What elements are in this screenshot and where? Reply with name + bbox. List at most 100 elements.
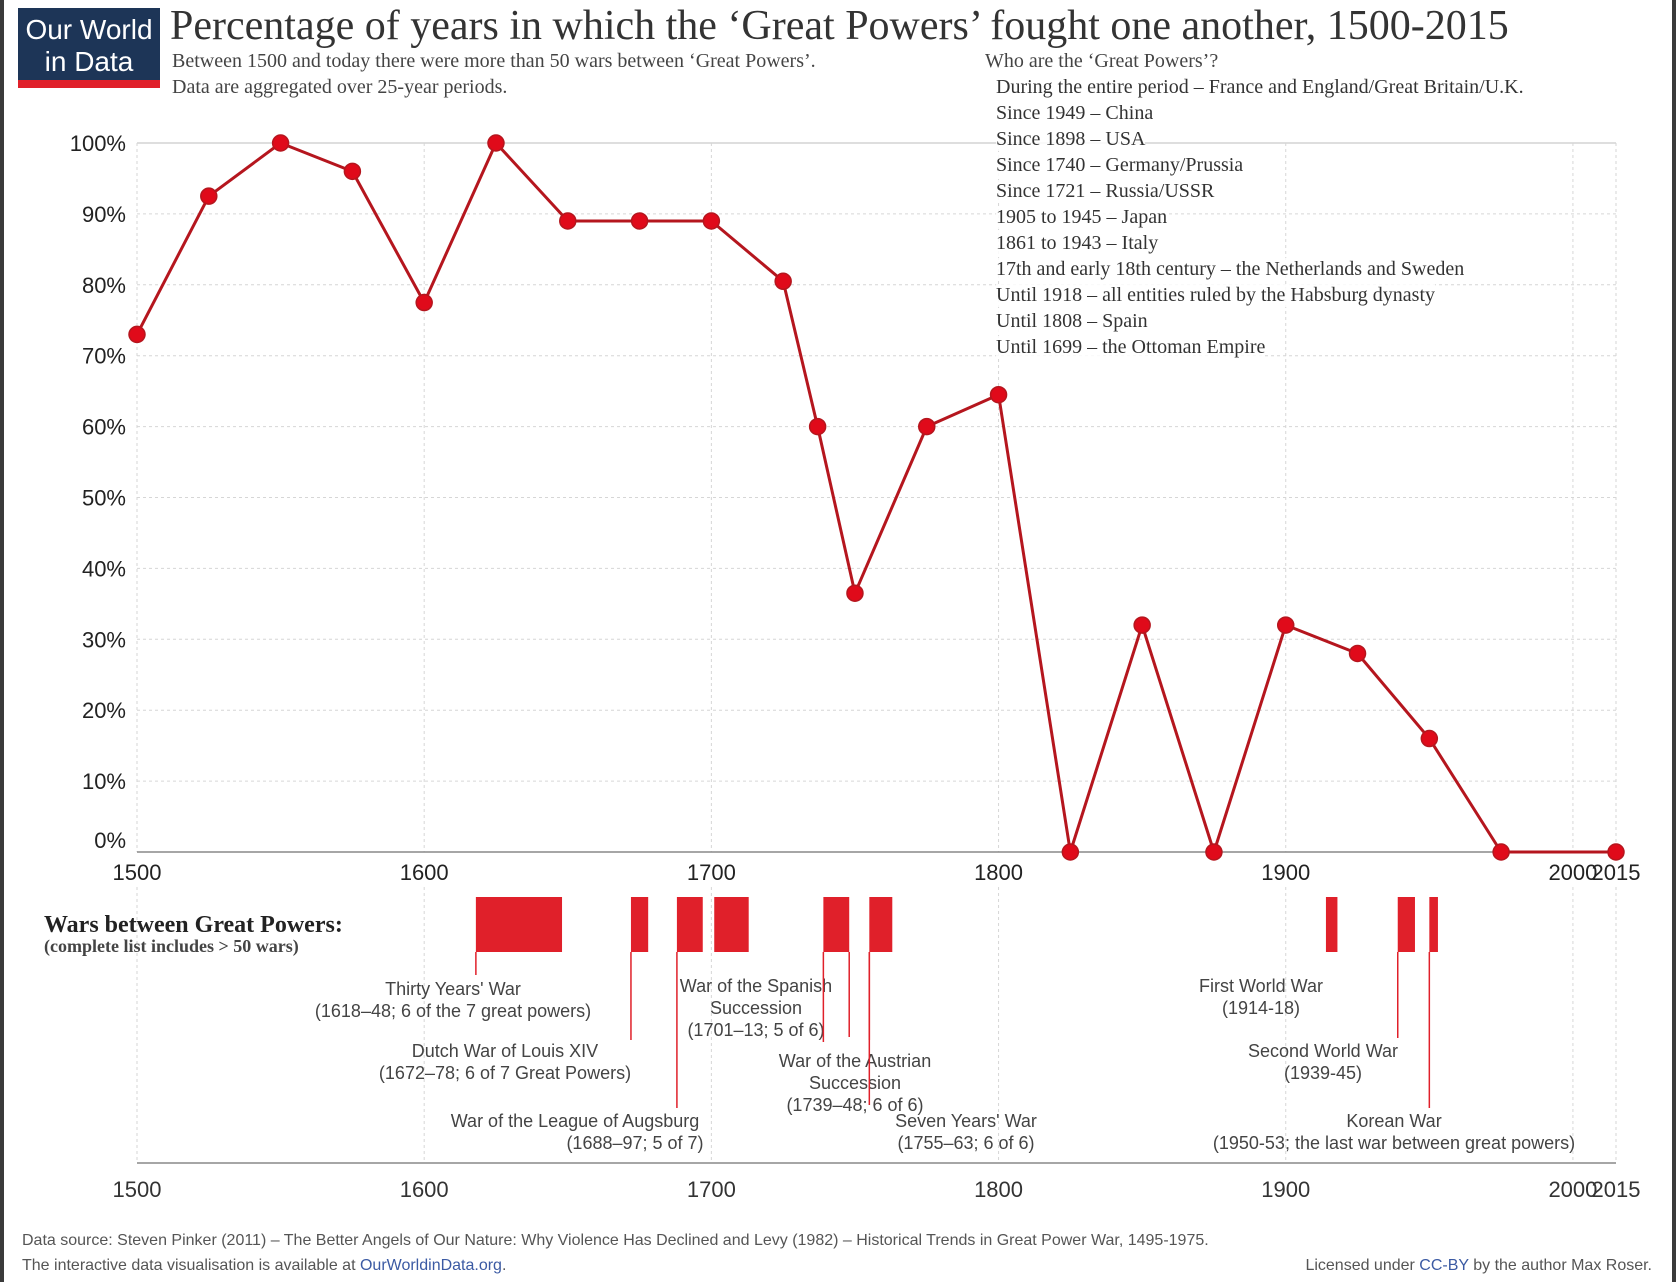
chart-subtitle-line1: Between 1500 and today there were more t… <box>172 50 816 72</box>
war-label-detail: (1950-53; the last war between great pow… <box>1213 1133 1575 1153</box>
data-point <box>702 212 721 230</box>
data-point <box>343 162 362 181</box>
war-label-name: Second World War <box>1248 1041 1398 1061</box>
war-label-name: First World War <box>1199 976 1323 996</box>
data-point <box>1492 843 1510 861</box>
x-tick-label: 1600 <box>400 860 449 885</box>
y-tick-label: 70% <box>82 344 126 369</box>
war-label-detail: (1688–97; 5 of 7) <box>566 1133 703 1153</box>
point-layer <box>128 134 1625 861</box>
great-powers-line: Since 1721 – Russia/USSR <box>996 180 1215 203</box>
war-label-detail: (1739–48; 6 of 6) <box>786 1095 923 1115</box>
footer-interactive-suffix: . <box>501 1257 507 1274</box>
great-powers-line: Since 1740 – Germany/Prussia <box>996 154 1244 177</box>
war-bar <box>823 897 850 952</box>
y-tick-label: 20% <box>82 698 126 723</box>
license-suffix: by the author Max Roser. <box>1468 1257 1652 1274</box>
y-tick-label: 0% <box>94 828 126 853</box>
great-powers-line: 1905 to 1945 – Japan <box>996 206 1168 229</box>
great-powers-heading: Who are the ‘Great Powers’? <box>985 50 1219 72</box>
war-label-detail: (1618–48; 6 of the 7 great powers) <box>315 1001 591 1021</box>
x-tick-label: 2015 <box>1592 860 1641 885</box>
war-label-name: Dutch War of Louis XIV <box>412 1041 598 1061</box>
data-point <box>989 385 1008 404</box>
data-point <box>918 417 936 436</box>
war-label-name: Seven Years' War <box>895 1111 1037 1131</box>
great-powers-line: During the entire period – France and En… <box>996 76 1524 99</box>
axis-layer: 0% 10% 20% 30% 40% 50% 60% 70% 80% 90% 100% 1500 150… <box>70 131 1641 1202</box>
x-tick-label-bottom: 1600 <box>400 1177 449 1202</box>
footer-interactive: The interactive data visualisation is av… <box>22 1257 506 1275</box>
war-bar <box>1397 897 1415 952</box>
data-point <box>1133 616 1151 634</box>
war-label-name: War of the Austrian <box>779 1051 931 1071</box>
data-point <box>1348 644 1367 663</box>
x-tick-label: 1900 <box>1261 860 1310 885</box>
frame-right-border <box>1672 0 1676 1282</box>
y-tick-label: 10% <box>82 769 126 794</box>
footer-license: Licensed under CC-BY by the author Max R… <box>1305 1257 1652 1275</box>
owid-link[interactable]: OurWorldinData.org <box>359 1257 502 1274</box>
war-label-detail: (1914-18) <box>1222 998 1300 1018</box>
x-tick-label-bottom: 1500 <box>113 1177 162 1202</box>
data-point <box>630 212 649 230</box>
war-label-name2: Succession <box>809 1073 901 1093</box>
data-point <box>200 187 218 205</box>
war-label-detail: (1755–63; 6 of 6) <box>897 1133 1034 1153</box>
war-label-name: War of the League of Augsburg <box>451 1111 700 1131</box>
y-tick-label: 90% <box>82 202 126 227</box>
great-powers-line: Since 1898 – USA <box>996 128 1146 151</box>
frame-left-border <box>0 0 4 1282</box>
data-point <box>1061 843 1080 861</box>
war-label-name: Korean War <box>1346 1111 1441 1131</box>
war-label-detail: (1701–13; 5 of 6) <box>687 1020 824 1040</box>
y-tick-label: 30% <box>82 627 126 652</box>
footer-source: Data source: Steven Pinker (2011) – The … <box>22 1232 1209 1249</box>
y-tick-label: 40% <box>82 556 126 581</box>
war-bar <box>1429 897 1438 952</box>
chart-title: Percentage of years in which the ‘Great … <box>170 3 1509 49</box>
great-powers-line: Until 1918 – all entities ruled by the H… <box>996 284 1436 307</box>
wars-section-title: Wars between Great Powers: <box>44 912 343 938</box>
war-label-name: War of the Spanish <box>680 976 832 996</box>
data-point <box>1276 616 1295 634</box>
x-tick-label: 1500 <box>113 860 162 885</box>
x-tick-label: 2000 <box>1548 860 1597 885</box>
x-tick-label-bottom: 1700 <box>687 1177 736 1202</box>
war-bar <box>714 897 749 952</box>
y-tick-label: 50% <box>82 486 126 511</box>
data-point <box>559 212 577 230</box>
war-label-name2: Succession <box>710 998 802 1018</box>
data-point <box>774 272 792 291</box>
data-point <box>487 134 505 152</box>
war-label-name: Thirty Years' War <box>385 979 521 999</box>
great-powers-line: Until 1699 – the Ottoman Empire <box>996 336 1266 359</box>
cc-by-link[interactable]: CC-BY <box>1419 1257 1469 1274</box>
license-prefix: Licensed under <box>1305 1257 1420 1274</box>
logo-line2: in Data <box>44 46 134 77</box>
data-point <box>808 417 827 436</box>
wars-section-subtitle: (complete list includes > 50 wars) <box>44 936 299 956</box>
chart-subtitle-line2: Data are aggregated over 25-year periods… <box>172 76 508 98</box>
y-tick-label: 80% <box>82 273 126 298</box>
footer-interactive-prefix: The interactive data visualisation is av… <box>22 1257 360 1274</box>
war-bar <box>630 897 649 952</box>
war-bar <box>1325 897 1338 952</box>
war-label-detail: (1939-45) <box>1284 1063 1362 1083</box>
owid-logo[interactable]: Our World in Data <box>18 8 160 88</box>
data-series-line <box>135 141 1616 854</box>
x-tick-label: 1700 <box>687 860 736 885</box>
y-tick-label: 100% <box>70 131 126 156</box>
logo-red-bar <box>18 80 160 88</box>
data-point <box>1205 843 1223 861</box>
data-point <box>846 584 864 602</box>
war-label-detail: (1672–78; 6 of 7 Great Powers) <box>379 1063 631 1083</box>
x-tick-label-bottom: 1900 <box>1261 1177 1310 1202</box>
data-point <box>1420 729 1439 748</box>
data-point <box>1607 843 1625 861</box>
data-point <box>415 293 433 312</box>
line-layer <box>135 141 1616 854</box>
great-powers-line: Since 1949 – China <box>996 102 1154 125</box>
logo-line1: Our World <box>25 14 153 45</box>
